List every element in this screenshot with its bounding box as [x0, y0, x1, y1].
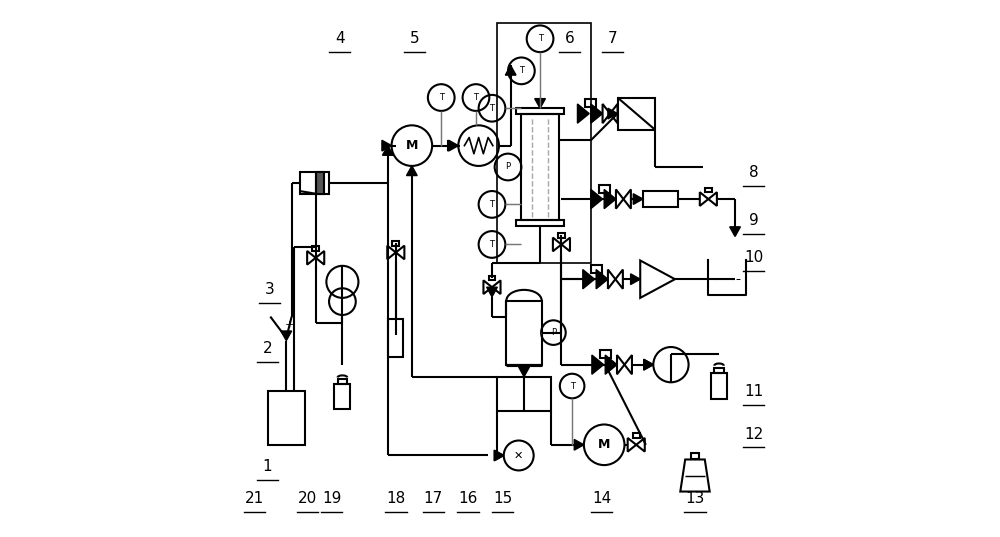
Polygon shape [535, 99, 545, 108]
Bar [585, 99, 596, 107]
Text: 5: 5 [410, 31, 419, 46]
Text: 16: 16 [458, 491, 478, 506]
Polygon shape [449, 140, 458, 151]
Bar [599, 185, 610, 193]
Polygon shape [495, 451, 504, 460]
Text: 10: 10 [744, 250, 763, 265]
Text: T: T [570, 381, 575, 390]
Text: P: P [505, 163, 511, 171]
Text: P: P [551, 328, 556, 337]
Bar [268, 391, 305, 445]
Text: 7: 7 [607, 31, 617, 46]
Polygon shape [591, 104, 603, 123]
Text: M: M [598, 438, 610, 451]
Bar [334, 384, 350, 409]
Polygon shape [281, 331, 292, 340]
Bar [633, 433, 640, 438]
Text: T: T [473, 93, 478, 102]
Bar [618, 98, 655, 129]
Polygon shape [605, 355, 617, 374]
Text: M: M [406, 139, 418, 152]
Text: T: T [489, 104, 494, 113]
Bar [711, 373, 727, 400]
Text: 15: 15 [493, 491, 512, 506]
Text: 14: 14 [592, 491, 611, 506]
Bar [506, 301, 542, 365]
Text: 3: 3 [264, 282, 274, 297]
Bar [489, 275, 495, 280]
Bar [338, 379, 347, 384]
Text: T: T [489, 200, 494, 209]
Polygon shape [505, 66, 516, 75]
Bar [521, 114, 559, 220]
Bar [316, 172, 324, 194]
Text: 9: 9 [749, 213, 759, 228]
Polygon shape [382, 140, 392, 151]
Text: 6: 6 [565, 31, 574, 46]
Polygon shape [382, 146, 393, 155]
Polygon shape [591, 190, 603, 209]
Bar [558, 233, 565, 237]
Polygon shape [644, 359, 653, 370]
Text: 19: 19 [322, 491, 341, 506]
Bar [591, 265, 602, 273]
Text: 4: 4 [335, 31, 345, 46]
Text: 12: 12 [744, 426, 763, 441]
Text: 18: 18 [386, 491, 405, 506]
Text: T: T [538, 34, 543, 43]
Bar [516, 220, 564, 226]
Polygon shape [596, 270, 608, 289]
Bar [497, 376, 551, 411]
Text: +: + [284, 320, 294, 330]
Polygon shape [494, 450, 504, 461]
Text: 11: 11 [744, 384, 763, 399]
Bar [392, 241, 399, 245]
Bar [497, 23, 591, 263]
Bar [312, 246, 319, 251]
Polygon shape [592, 355, 604, 374]
Bar [516, 108, 564, 114]
Polygon shape [407, 166, 417, 176]
Text: T: T [489, 240, 494, 249]
Polygon shape [633, 194, 643, 205]
Bar [388, 320, 403, 357]
Text: 1: 1 [263, 459, 272, 474]
Polygon shape [519, 367, 529, 376]
Polygon shape [577, 104, 589, 123]
Text: 8: 8 [749, 165, 759, 180]
Text: 2: 2 [263, 341, 272, 356]
Text: 17: 17 [424, 491, 443, 506]
Bar [643, 191, 678, 207]
Text: 21: 21 [245, 491, 264, 506]
Polygon shape [448, 140, 457, 151]
Text: 20: 20 [298, 491, 317, 506]
Polygon shape [604, 190, 616, 209]
Polygon shape [730, 227, 740, 236]
Bar [705, 187, 712, 192]
Text: 13: 13 [685, 491, 705, 506]
Bar [691, 453, 699, 460]
Polygon shape [631, 274, 640, 285]
Polygon shape [583, 270, 595, 289]
Text: ✕: ✕ [514, 451, 523, 461]
Polygon shape [644, 359, 653, 370]
Polygon shape [608, 108, 618, 119]
Bar [300, 172, 329, 194]
Text: T: T [519, 67, 524, 75]
Polygon shape [574, 439, 584, 450]
Bar [714, 368, 724, 373]
Text: T: T [439, 93, 444, 102]
Bar [600, 350, 611, 358]
Polygon shape [487, 287, 497, 297]
